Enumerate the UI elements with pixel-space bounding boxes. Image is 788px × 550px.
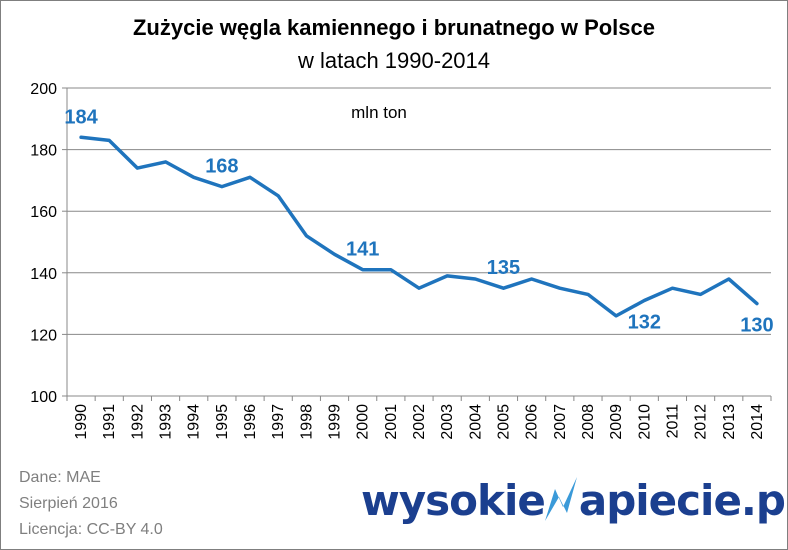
- x-tick-label: 1998: [298, 404, 315, 440]
- x-tick-label: 2001: [383, 404, 400, 440]
- data-label: 132: [628, 312, 661, 334]
- x-tick-label: 2007: [552, 404, 569, 440]
- axes: [66, 88, 772, 401]
- data-label: 135: [487, 257, 520, 279]
- footer-date: Sierpień 2016: [19, 495, 118, 512]
- x-tick-label: 2013: [721, 404, 738, 440]
- x-tick-label: 1999: [327, 404, 344, 440]
- x-tick-label: 2000: [355, 404, 372, 440]
- logo-text-part-1: wysokie: [361, 476, 546, 525]
- unit-label: mln ton: [351, 103, 407, 122]
- data-label: 130: [740, 315, 773, 337]
- data-label: 184: [64, 106, 98, 128]
- x-axis-tick-labels: 1990 1991 1992 1993 1994 1995 1996 1997 1998 1999…: [73, 404, 766, 440]
- site-logo: wysokie apiecie.pl: [361, 471, 788, 531]
- x-tick-label: 2010: [636, 404, 653, 440]
- x-tick-label: 1997: [270, 404, 287, 440]
- lightning-n-icon: [544, 477, 577, 521]
- line-chart: Zużycie węgla kamiennego i brunatnego w …: [30, 15, 773, 440]
- series-line-group: [79, 135, 759, 318]
- x-tick-label: 1995: [214, 404, 231, 440]
- y-tick-label: 100: [30, 389, 57, 406]
- y-tick-label: 180: [30, 143, 57, 160]
- x-tick-label: 1992: [129, 404, 146, 440]
- x-tick-label: 2003: [439, 404, 456, 440]
- x-tick-label: 2002: [411, 404, 428, 440]
- x-tick-label: 2012: [693, 404, 710, 440]
- x-tick-label: 2011: [664, 404, 681, 439]
- data-label: 141: [346, 239, 379, 261]
- y-tick-label: 200: [30, 81, 57, 98]
- y-tick-label: 160: [30, 204, 57, 221]
- x-tick-label: 1996: [242, 404, 259, 440]
- chart-title: Zużycie węgla kamiennego i brunatnego w …: [133, 15, 655, 40]
- footer-source: Dane: MAE: [19, 469, 101, 486]
- x-tick-label: 2009: [608, 404, 625, 440]
- x-tick-label: 1993: [158, 404, 175, 440]
- x-tick-label: 2006: [524, 404, 541, 440]
- x-tick-label: 1994: [186, 404, 203, 440]
- x-tick-label: 2008: [580, 404, 597, 440]
- data-label: 168: [205, 156, 238, 178]
- logo-text-part-2: apiecie.pl: [578, 476, 788, 525]
- x-tick-label: 1990: [73, 404, 90, 440]
- y-tick-label: 140: [30, 266, 57, 283]
- data-labels: 184 168 141 135 132 130: [64, 106, 773, 336]
- x-tick-label: 2005: [495, 404, 512, 440]
- chart-subtitle: w latach 1990-2014: [297, 48, 490, 73]
- x-tick-label: 2004: [467, 404, 484, 440]
- series-line: [79, 135, 759, 318]
- gridlines: [62, 87, 771, 397]
- footer-license: Licencja: CC-BY 4.0: [19, 521, 163, 538]
- y-tick-label: 120: [30, 327, 57, 344]
- x-tick-label: 2014: [749, 404, 766, 440]
- x-tick-label: 1991: [101, 404, 118, 440]
- y-axis-tick-labels: 100 120 140 160 180 200: [30, 81, 57, 406]
